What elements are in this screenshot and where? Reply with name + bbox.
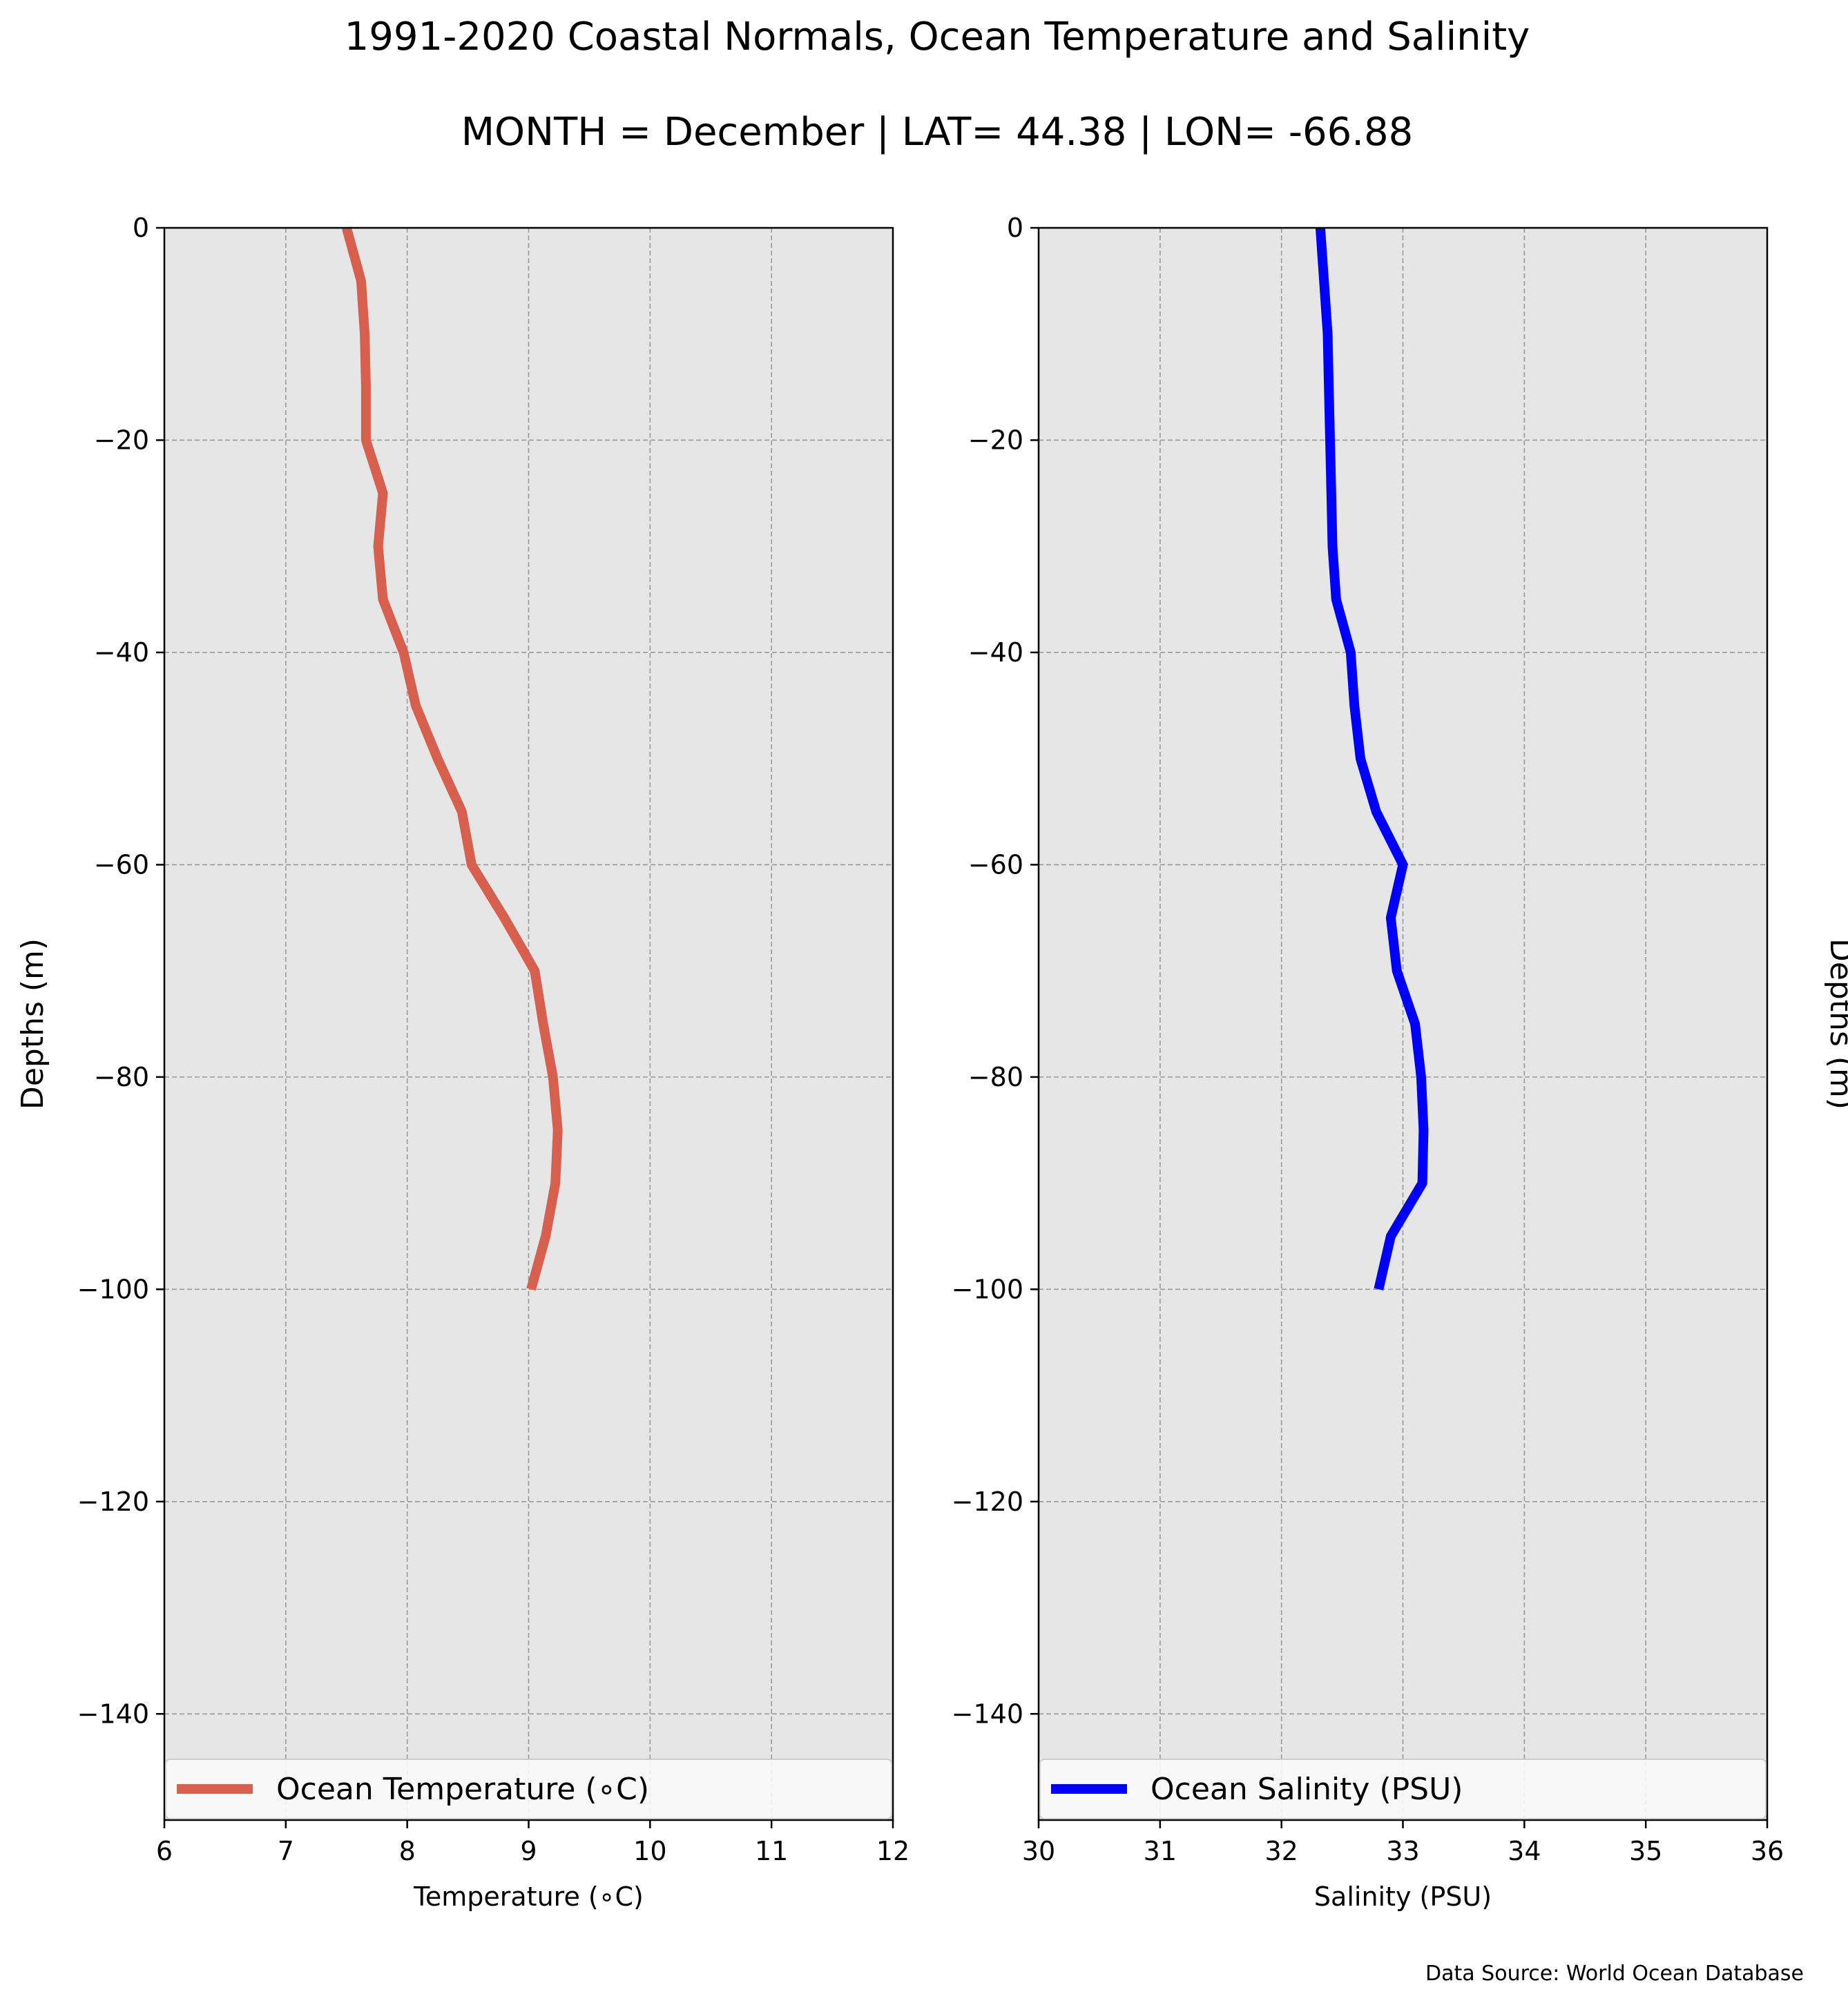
salinity-series xyxy=(1315,227,1429,1290)
salinity-plot-area xyxy=(1039,228,1767,1820)
salinity-panel: 30 31 32 33 34 35 360−20−40−60−80−100−120−140 … xyxy=(952,213,1848,1912)
salinity-y-tick-label: −80 xyxy=(968,1062,1023,1092)
temperature-ticks: 6 7 8 9 10 11 12 0 −20 −40 −60 −80 −100 −120 −140 xyxy=(77,213,910,1866)
temperature-x-tick-label: 8 xyxy=(399,1836,416,1866)
temperature-y-tick-label: −140 xyxy=(77,1699,149,1729)
salinity-x-tick-label: 31 xyxy=(1144,1836,1177,1866)
temperature-y-tick-label: −20 xyxy=(94,425,149,455)
temperature-x-axis-label: Temperature (∘C) xyxy=(413,1881,644,1912)
salinity-x-tick-label: 32 xyxy=(1264,1836,1298,1866)
salinity-y-tick-label: −20 xyxy=(968,425,1023,455)
temperature-y-axis-label: Depths (m) xyxy=(15,938,50,1110)
temperature-x-tick-label: 6 xyxy=(156,1836,173,1866)
temperature-legend-box xyxy=(165,1759,892,1819)
salinity-y-tick-label: −40 xyxy=(968,637,1023,668)
salinity-series-line xyxy=(1315,227,1429,1290)
figure-subtitle: MONTH = December | LAT= 44.38 | LON= -66… xyxy=(461,110,1414,155)
temperature-x-tick-label: 10 xyxy=(633,1836,666,1866)
temperature-plot-area xyxy=(164,228,893,1820)
salinity-ticks: 30 31 32 33 34 35 36 0 −20 −40 −60 −80 −100 −120 −140 xyxy=(952,213,1784,1866)
salinity-y-tick-label: −60 xyxy=(968,849,1023,880)
temperature-y-tick-label: −100 xyxy=(77,1274,149,1304)
temperature-y-tick-label: −80 xyxy=(94,1062,149,1092)
temperature-y-tick-label: −120 xyxy=(77,1487,149,1517)
temperature-panel: 6 7 8 9 10 11 12 0 −20 −40 −60 −80 −100 −120 −140 Ocea… xyxy=(15,213,909,1912)
salinity-legend-label: Ocean Salinity (PSU) xyxy=(1151,1772,1463,1807)
temperature-y-tick-label: −60 xyxy=(94,849,149,880)
salinity-y-tick-label: −120 xyxy=(952,1487,1023,1517)
salinity-y-tick-label: −100 xyxy=(952,1274,1023,1304)
temperature-y-tick-label: 0 xyxy=(133,213,149,243)
temperature-x-tick-label: 7 xyxy=(278,1836,294,1866)
salinity-x-tick-label: 36 xyxy=(1751,1836,1784,1866)
temperature-series xyxy=(342,226,563,1291)
salinity-x-tick-label: 34 xyxy=(1508,1836,1541,1866)
temperature-series-line xyxy=(342,226,563,1291)
salinity-legend: Ocean Salinity (PSU) xyxy=(1039,1759,1767,1819)
temperature-x-tick-label: 9 xyxy=(520,1836,537,1866)
data-source-note: Data Source: World Ocean Database xyxy=(1425,1962,1804,1986)
temperature-legend-label: Ocean Temperature (∘C) xyxy=(276,1772,649,1807)
temperature-x-tick-label: 11 xyxy=(755,1836,788,1866)
temperature-x-tick-label: 12 xyxy=(876,1836,909,1866)
figure-title: 1991-2020 Coastal Normals, Ocean Tempera… xyxy=(345,14,1530,59)
salinity-x-axis-label: Salinity (PSU) xyxy=(1314,1881,1492,1912)
salinity-y-axis-label: Depths (m) xyxy=(1823,938,1848,1110)
salinity-x-tick-label: 35 xyxy=(1629,1836,1662,1866)
salinity-x-tick-label: 33 xyxy=(1386,1836,1419,1866)
salinity-legend-box xyxy=(1039,1759,1767,1819)
temperature-y-tick-label: −40 xyxy=(94,637,149,668)
salinity-x-tick-label: 30 xyxy=(1022,1836,1055,1866)
salinity-y-tick-label: −140 xyxy=(952,1699,1023,1729)
salinity-y-tick-label: 0 xyxy=(1007,213,1023,243)
temperature-legend: Ocean Temperature (∘C) xyxy=(165,1759,892,1819)
